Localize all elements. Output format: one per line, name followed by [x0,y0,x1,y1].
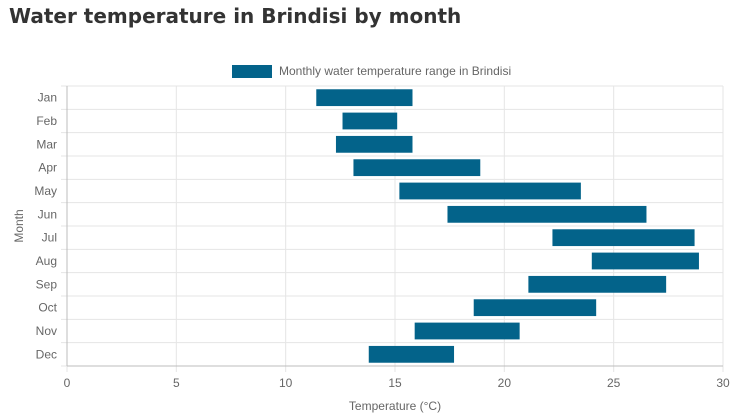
bar-feb[interactable] [342,112,398,130]
y-tick-label: Sep [36,277,58,291]
bar-may[interactable] [399,182,581,200]
bar-oct[interactable] [473,299,597,317]
grid [61,85,724,372]
y-tick-label: Jan [38,91,57,105]
x-tick-label: 15 [388,376,402,390]
y-tick-label: Jun [38,207,57,221]
bar-sep[interactable] [528,275,667,293]
y-tick-label: Feb [36,114,57,128]
bar-jul[interactable] [552,229,695,247]
y-tick-label: Nov [36,324,57,338]
bar-aug[interactable] [591,252,699,270]
bar-nov[interactable] [414,322,520,340]
legend-swatch [232,65,272,78]
x-tick-label: 25 [607,376,621,390]
y-axis-title: Month [12,209,26,242]
bars [316,89,699,363]
y-tick-label: Oct [38,301,57,315]
y-tick-label: Mar [36,137,57,151]
y-tick-label: Dec [36,347,57,361]
legend-label: Monthly water temperature range in Brind… [279,64,511,78]
x-tick-label: 30 [716,376,730,390]
x-tick-label: 10 [279,376,293,390]
bar-jan[interactable] [316,89,413,107]
y-tick-label: Apr [38,161,57,175]
bar-jun[interactable] [447,205,647,223]
x-tick-label: 5 [173,376,180,390]
y-tick-label: Jul [42,231,57,245]
legend[interactable]: Monthly water temperature range in Brind… [232,64,511,78]
x-axis-title: Temperature (°C) [349,399,441,413]
bar-dec[interactable] [368,345,455,363]
y-axis-ticks: Jan Feb Mar Apr May Jun Jul Aug Sep Oct Nov Dec [34,91,57,362]
page-title: Water temperature in Brindisi by month [9,4,462,28]
x-tick-label: 20 [498,376,512,390]
x-tick-label: 0 [64,376,71,390]
y-tick-label: Aug [36,254,57,268]
x-axis-ticks: 0 5 10 15 20 25 30 [64,376,730,390]
bar-apr[interactable] [353,159,481,177]
bar-mar[interactable] [335,135,413,153]
y-tick-label: May [34,184,57,198]
